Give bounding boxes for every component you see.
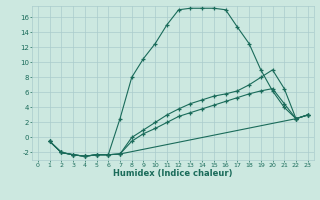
X-axis label: Humidex (Indice chaleur): Humidex (Indice chaleur) — [113, 169, 233, 178]
